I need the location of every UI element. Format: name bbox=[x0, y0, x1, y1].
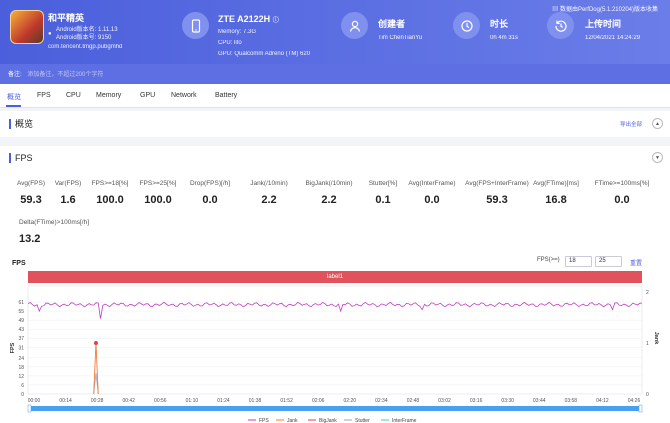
stat-label: Avg(InterFrame) bbox=[408, 180, 456, 187]
fps-threshold-label: FPS(>=) bbox=[537, 257, 560, 263]
stat-item: Avg(FPS+InterFrame) 59.3 bbox=[452, 180, 542, 206]
stat-label: Stutter[%] bbox=[368, 180, 398, 187]
collapse-icon[interactable]: ▲ bbox=[652, 118, 663, 129]
tab-memory[interactable]: Memory bbox=[96, 92, 122, 99]
stat-value: 0.0 bbox=[614, 194, 630, 206]
active-tab-indicator bbox=[6, 105, 21, 107]
phone-icon bbox=[182, 12, 209, 39]
creator-title: 创建者 bbox=[378, 19, 406, 29]
android-version: Android版本名: 1.11.13 bbox=[56, 27, 118, 33]
stat-value: 0.1 bbox=[375, 194, 391, 206]
fps-threshold-1-input[interactable]: 18 bbox=[565, 256, 592, 267]
stat-item: Delta(FTime)>100ms[/h] 13.2 bbox=[19, 219, 109, 245]
stat-label: Jank(/10min) bbox=[250, 180, 288, 187]
upload-value: 12/04/2021 14:24:29 bbox=[585, 35, 641, 41]
stat-label: FPS>=18[%] bbox=[91, 180, 129, 187]
stat-value: 59.3 bbox=[20, 194, 42, 206]
clock-icon bbox=[453, 12, 480, 39]
upload-title: 上传时间 bbox=[585, 19, 622, 29]
stat-value: 0.0 bbox=[202, 194, 218, 206]
device-gpu: GPU: Qualcomm Adreno (TM) 620 bbox=[218, 51, 311, 57]
stat-item: Var(FPS) 1.6 bbox=[23, 180, 113, 206]
doc-icon: ▤ bbox=[552, 7, 559, 13]
expand-icon[interactable]: ▼ bbox=[652, 152, 663, 163]
stat-value: 59.3 bbox=[486, 194, 508, 206]
fps-section-title: FPS bbox=[9, 153, 33, 163]
stat-value: 1.6 bbox=[60, 194, 76, 206]
tab-cpu[interactable]: CPU bbox=[66, 92, 81, 99]
note-bar[interactable]: 备注: 添加备注，不超过200个字符 bbox=[0, 64, 670, 84]
stat-value: 100.0 bbox=[96, 194, 124, 206]
device-cpu: CPU: lito bbox=[218, 40, 242, 46]
stat-label: Drop(FPS)[/h] bbox=[189, 180, 231, 187]
stat-label: FPS>=25[%] bbox=[139, 180, 177, 187]
stat-value: 100.0 bbox=[144, 194, 172, 206]
duration-value: 0h 4m 31s bbox=[490, 35, 519, 41]
stat-value: 2.2 bbox=[321, 194, 337, 206]
stat-item: Avg(FTime)[ms] 16.8 bbox=[511, 180, 601, 206]
tab-bar: 概览 FPS CPU Memory GPU Network Battery bbox=[0, 84, 670, 108]
app-android-info: Android版本名: 1.11.13 Android版本号: 9150 bbox=[48, 26, 118, 42]
stat-label: FTime>=100ms[%] bbox=[594, 180, 650, 187]
stat-value: 0.0 bbox=[424, 194, 440, 206]
stat-value: 16.8 bbox=[545, 194, 567, 206]
stat-label: Delta(FTime)>100ms[/h] bbox=[19, 219, 90, 226]
stat-label: Avg(FPS) bbox=[16, 180, 46, 187]
stat-item: BigJank(/10min) 2.2 bbox=[284, 180, 374, 206]
stat-value: 2.2 bbox=[261, 194, 277, 206]
note-input[interactable]: 添加备注，不超过200个字符 bbox=[27, 72, 104, 78]
stat-label: Var(FPS) bbox=[54, 180, 82, 187]
fps-threshold-2-input[interactable]: 25 bbox=[595, 256, 622, 267]
android-code: Android版本号: 9150 bbox=[56, 35, 112, 41]
stat-value: 13.2 bbox=[19, 233, 41, 245]
stat-item: Avg(InterFrame) 0.0 bbox=[387, 180, 477, 206]
export-all-link[interactable]: 导出全部 bbox=[619, 122, 642, 128]
stat-item: FPS>=25[%] 100.0 bbox=[113, 180, 203, 206]
stat-item: Drop(FPS)[/h] 0.0 bbox=[165, 180, 255, 206]
app-icon bbox=[10, 10, 44, 44]
history-icon bbox=[547, 12, 574, 39]
header: 和平精英 Android版本名: 1.11.13 Android版本号: 915… bbox=[0, 0, 670, 64]
tab-overview[interactable]: 概览 bbox=[7, 94, 21, 101]
android-icon: ● bbox=[48, 31, 52, 37]
stat-item: FPS>=18[%] 100.0 bbox=[65, 180, 155, 206]
stat-label: BigJank(/10min) bbox=[305, 180, 353, 187]
overview-title: 概览 bbox=[9, 119, 33, 129]
user-icon bbox=[341, 12, 368, 39]
stat-label: Avg(FTime)[ms] bbox=[533, 180, 579, 187]
reset-button[interactable]: 重置 bbox=[630, 261, 643, 267]
stat-item: Avg(FPS) 59.3 bbox=[0, 180, 76, 206]
creator-value: Tim ChenTianYu bbox=[378, 35, 423, 41]
version-info: ▤ 数据由PerfDog(5.1.210204)版本收集 bbox=[552, 7, 658, 13]
duration-title: 时长 bbox=[490, 19, 509, 29]
tab-gpu[interactable]: GPU bbox=[140, 92, 156, 99]
tab-battery[interactable]: Battery bbox=[215, 92, 238, 99]
tab-network[interactable]: Network bbox=[171, 92, 197, 99]
note-label: 备注: bbox=[8, 72, 22, 78]
stat-item: Jank(/10min) 2.2 bbox=[224, 180, 314, 206]
overview-card: 概览 导出全部 ▲ bbox=[0, 111, 670, 137]
device-model: ZTE A2122H ⓘ bbox=[218, 14, 279, 24]
app-name: 和平精英 bbox=[48, 13, 85, 23]
stat-item: Stutter[%] 0.1 bbox=[338, 180, 428, 206]
info-icon[interactable]: ⓘ bbox=[272, 18, 279, 24]
chart-title: FPS bbox=[12, 260, 26, 267]
stat-label: Avg(FPS+InterFrame) bbox=[465, 180, 529, 187]
chart-label-bar[interactable]: label1 bbox=[28, 271, 642, 283]
stat-item: FTime>=100ms[%] 0.0 bbox=[577, 180, 667, 206]
tab-fps[interactable]: FPS bbox=[37, 92, 51, 99]
app-package: com.tencent.tmgp.pubgmhd bbox=[48, 44, 123, 50]
device-memory: Memory: 7.3G bbox=[218, 29, 257, 35]
